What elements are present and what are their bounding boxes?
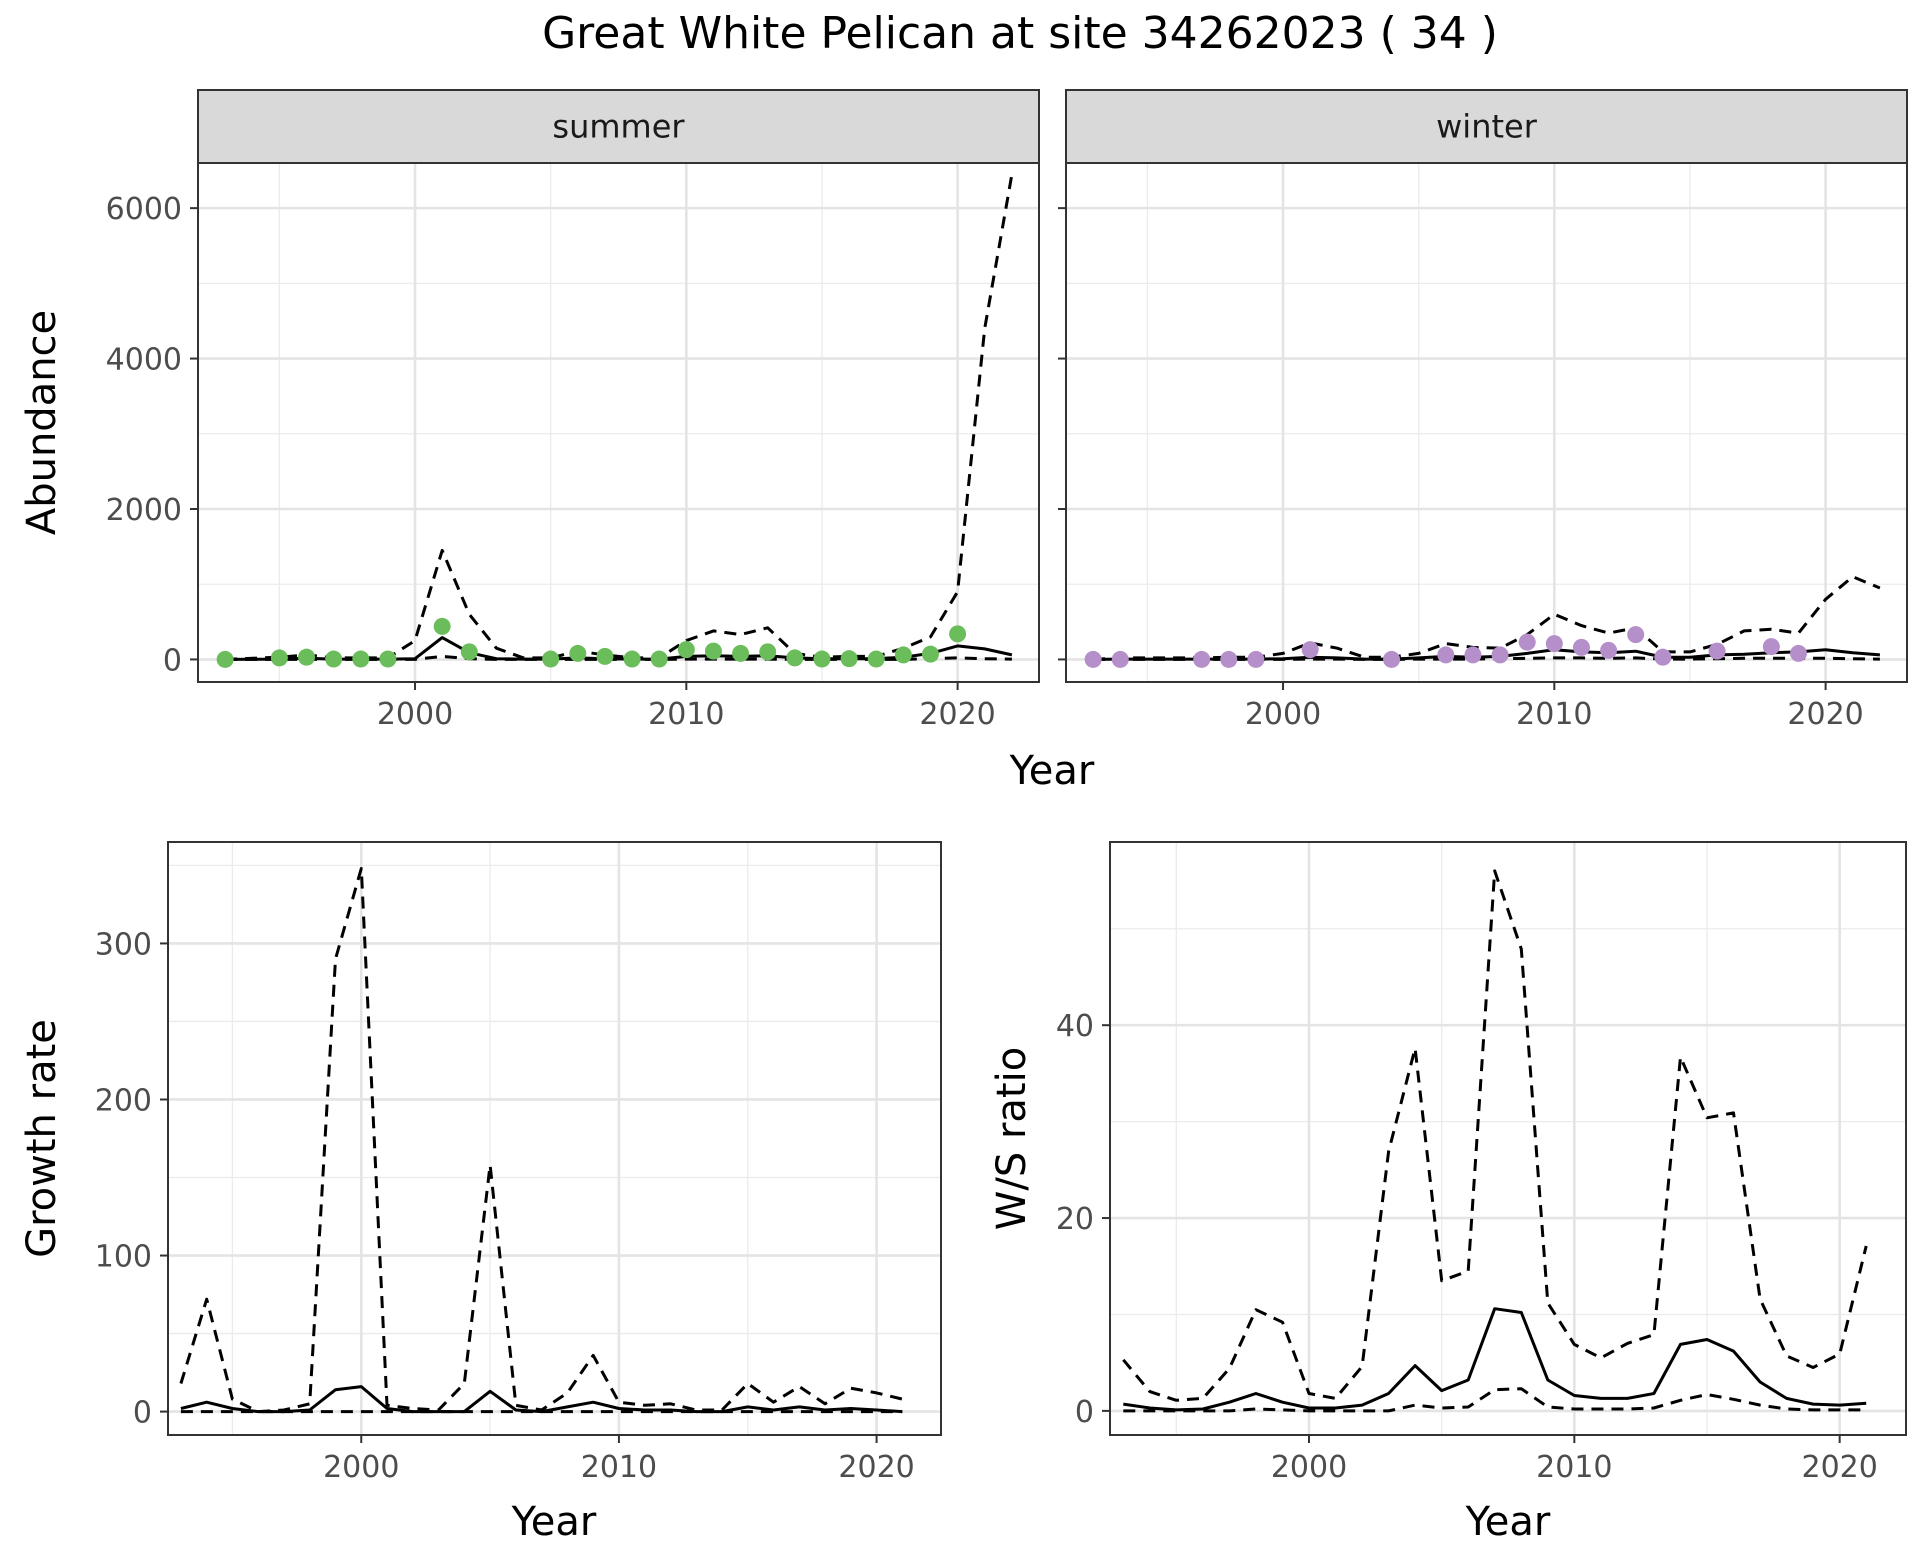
facet-strip [1065, 89, 1908, 164]
data-point [840, 650, 858, 668]
y-axis-title: Abundance [19, 310, 65, 535]
data-point [1464, 646, 1482, 664]
data-point [1437, 646, 1455, 664]
data-point [1301, 641, 1319, 659]
series-line-dashed-1 [1093, 575, 1881, 661]
plot-area [1110, 842, 1906, 1435]
series-line-dashed-1 [1122, 869, 1868, 1402]
x-tick-label: 2020 [1787, 697, 1863, 732]
x-tick-label: 2010 [581, 1450, 657, 1485]
x-tick-label: 2020 [838, 1450, 914, 1485]
x-tick-label: 2000 [377, 697, 453, 732]
y-tick-label: 100 [95, 1240, 152, 1275]
data-point [216, 650, 234, 668]
data-point [921, 645, 939, 663]
panel-summer: summer 2000 2010 2020 0 2000 4000 6000 Abundance [19, 89, 1040, 732]
y-tick-label: 0 [1075, 1395, 1094, 1430]
data-point [1193, 650, 1211, 668]
x-tick-label: 2020 [1801, 1450, 1877, 1485]
data-point [677, 641, 695, 659]
data-point [732, 644, 750, 662]
data-point [1545, 635, 1563, 653]
x-axis-title: Year [1465, 1499, 1551, 1545]
data-point [894, 646, 912, 664]
y-axis-title: W/S ratio [989, 1047, 1035, 1230]
x-axis-title: Year [511, 1499, 597, 1545]
data-point [1491, 646, 1509, 664]
data-point [1572, 638, 1590, 656]
data-point [1789, 644, 1807, 662]
panel-growth: 2000 2010 2020 0 100 200 300 Growth rate Year [19, 841, 942, 1545]
data-point [542, 650, 560, 668]
y-tick-label: 2000 [106, 493, 182, 528]
data-point [1084, 650, 1102, 668]
y-tick-label: 6000 [106, 192, 182, 227]
series-line-dashed-1 [179, 867, 903, 1414]
series-line-dashed-2 [1093, 656, 1880, 661]
data-point [352, 650, 370, 668]
data-point [650, 650, 668, 668]
data-point [1600, 641, 1618, 659]
data-point [704, 642, 722, 660]
panel-ratio: 2000 2010 2020 0 20 40 W/S ratio Year [989, 841, 1907, 1545]
data-point [786, 649, 804, 667]
data-point [1111, 650, 1129, 668]
x-tick-label: 2020 [919, 697, 995, 732]
y-tick-label: 200 [95, 1083, 152, 1118]
data-point [569, 644, 587, 662]
data-point [1627, 626, 1645, 644]
data-point [298, 648, 316, 666]
y-tick-label: 4000 [106, 343, 182, 378]
x-axis-title-top: Year [1009, 748, 1095, 794]
data-point [949, 625, 967, 643]
facet-strip-label: winter [1436, 108, 1538, 146]
x-tick-label: 2000 [1271, 1450, 1347, 1485]
data-point [1220, 650, 1238, 668]
figure-title: Great White Pelican at site 34262023 ( 3… [542, 8, 1498, 59]
data-point [1762, 638, 1780, 656]
y-tick-label: 40 [1056, 1009, 1094, 1044]
panel-border [1109, 841, 1907, 1436]
x-tick-label: 2010 [1536, 1450, 1612, 1485]
plot-area [168, 842, 941, 1435]
data-point [1247, 650, 1265, 668]
data-point [433, 617, 451, 635]
y-tick-label: 300 [95, 927, 152, 962]
data-point [596, 647, 614, 665]
y-tick-label: 0 [133, 1396, 152, 1431]
plot-area [198, 163, 1039, 682]
series-line-dashed-2 [1123, 1387, 1867, 1413]
facet-strip [197, 89, 1040, 164]
series-line-solid-0 [1093, 648, 1881, 661]
x-tick-label: 2010 [648, 697, 724, 732]
data-point [867, 650, 885, 668]
data-point [1383, 650, 1401, 668]
y-tick-label: 0 [163, 643, 182, 678]
data-point [460, 643, 478, 661]
x-tick-label: 2000 [1245, 697, 1321, 732]
data-point [1708, 642, 1726, 660]
data-point [623, 650, 641, 668]
data-point [1518, 633, 1536, 651]
data-point [379, 650, 397, 668]
data-point [813, 650, 831, 668]
y-axis-title: Growth rate [19, 1019, 65, 1258]
plot-area [1066, 163, 1907, 682]
x-tick-label: 2000 [323, 1450, 399, 1485]
panel-border [167, 841, 942, 1436]
data-point [1654, 648, 1672, 666]
data-point [270, 649, 288, 667]
series-line-solid-0 [1123, 1307, 1867, 1412]
data-point [325, 650, 343, 668]
y-tick-label: 20 [1056, 1202, 1094, 1237]
facet-strip-label: summer [552, 108, 685, 146]
x-tick-label: 2010 [1516, 697, 1592, 732]
panel-winter: winter 2000 2010 2020 [1058, 89, 1908, 732]
data-point [759, 643, 777, 661]
